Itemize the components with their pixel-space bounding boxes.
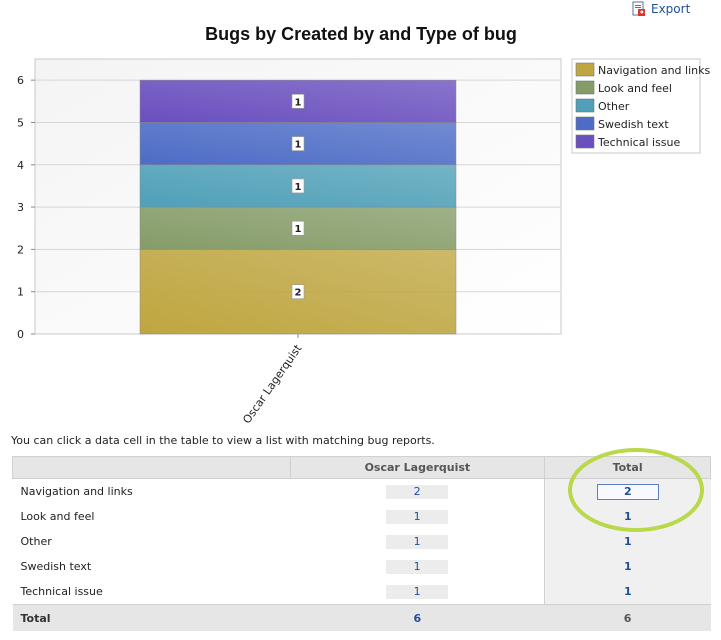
header-total: Total <box>544 456 711 479</box>
legend-label: Navigation and links <box>598 64 710 77</box>
table-row: Navigation and links 2 2 <box>13 478 711 504</box>
header-blank <box>12 456 291 479</box>
export-button[interactable]: Export <box>632 1 690 17</box>
x-tick-label: Oscar Lagerquist <box>240 342 304 426</box>
data-cell[interactable]: 1 <box>386 584 449 599</box>
y-tick-label: 5 <box>17 116 24 129</box>
row-label: Swedish text <box>20 560 92 573</box>
legend-swatch <box>575 134 595 149</box>
legend-swatch <box>575 62 595 77</box>
legend-label: Technical issue <box>597 136 680 149</box>
data-label: 2 <box>295 288 302 299</box>
legend-swatch <box>575 116 595 131</box>
legend-swatch <box>575 98 595 113</box>
table-row: Technical issue 1 1 <box>13 579 711 605</box>
data-label-box <box>291 284 305 299</box>
table-row: Other 1 1 <box>13 529 711 554</box>
total-row-label: Total <box>12 604 291 631</box>
chart-title: Bugs by Created by and Type of bug <box>205 24 517 44</box>
data-label-box <box>291 136 305 151</box>
row-label: Look and feel <box>20 510 95 523</box>
data-label: 1 <box>295 224 302 235</box>
row-label: Navigation and links <box>20 485 133 498</box>
bug-count-table: Oscar Lagerquist Total Navigation and li… <box>12 456 711 631</box>
table-row: Swedish text 1 1 <box>13 554 711 579</box>
data-label: 1 <box>295 182 302 193</box>
grand-total-creator[interactable]: 6 <box>413 611 422 625</box>
row-label: Other <box>20 535 52 548</box>
data-cell[interactable]: 2 <box>386 484 449 499</box>
legend-swatch <box>575 80 595 95</box>
export-document-icon <box>632 1 646 17</box>
y-tick-label: 6 <box>17 74 24 87</box>
total-cell[interactable]: 1 <box>624 534 632 548</box>
data-label-box <box>291 220 305 236</box>
data-label: 1 <box>295 140 302 151</box>
data-label-box <box>291 94 305 109</box>
legend-label: Other <box>598 100 630 113</box>
data-label: 1 <box>295 97 302 108</box>
y-tick-label: 1 <box>17 286 24 299</box>
total-cell[interactable]: 1 <box>624 584 632 598</box>
y-axis: 0 1 2 3 4 5 6 <box>17 74 35 341</box>
data-cell[interactable]: 1 <box>386 509 449 524</box>
y-tick-label: 4 <box>17 159 24 172</box>
legend-label: Look and feel <box>598 82 672 95</box>
grand-total: 6 <box>623 611 632 625</box>
data-label-box <box>291 178 305 194</box>
data-cell[interactable]: 1 <box>386 559 449 574</box>
data-cell[interactable]: 1 <box>386 534 449 549</box>
header-creator: Oscar Lagerquist <box>289 456 546 479</box>
row-label: Technical issue <box>20 585 103 598</box>
y-tick-label: 2 <box>17 243 24 256</box>
y-tick-label: 0 <box>17 328 24 341</box>
table-instructions: You can click a data cell in the table t… <box>11 434 435 447</box>
y-tick-label: 3 <box>17 201 24 214</box>
stacked-bar-chart: 0 1 2 3 4 5 6 2 1 1 1 1 Oscar Lagerquist Navigatio… <box>17 58 710 426</box>
export-label[interactable]: Export <box>651 2 691 16</box>
table-row: Look and feel 1 1 <box>13 504 711 529</box>
total-cell[interactable]: 1 <box>624 559 632 573</box>
table-total-row: Total 6 6 <box>12 604 711 631</box>
table-header-row: Oscar Lagerquist Total <box>12 456 711 479</box>
legend: Navigation and links Look and feel Other Sw… <box>571 58 710 154</box>
total-cell[interactable]: 1 <box>624 509 632 523</box>
total-cell-selected[interactable]: 2 <box>596 483 659 500</box>
bar-stack[interactable]: 2 1 1 1 1 <box>139 79 457 335</box>
x-axis: Oscar Lagerquist <box>240 334 305 426</box>
legend-label: Swedish text <box>598 118 669 131</box>
